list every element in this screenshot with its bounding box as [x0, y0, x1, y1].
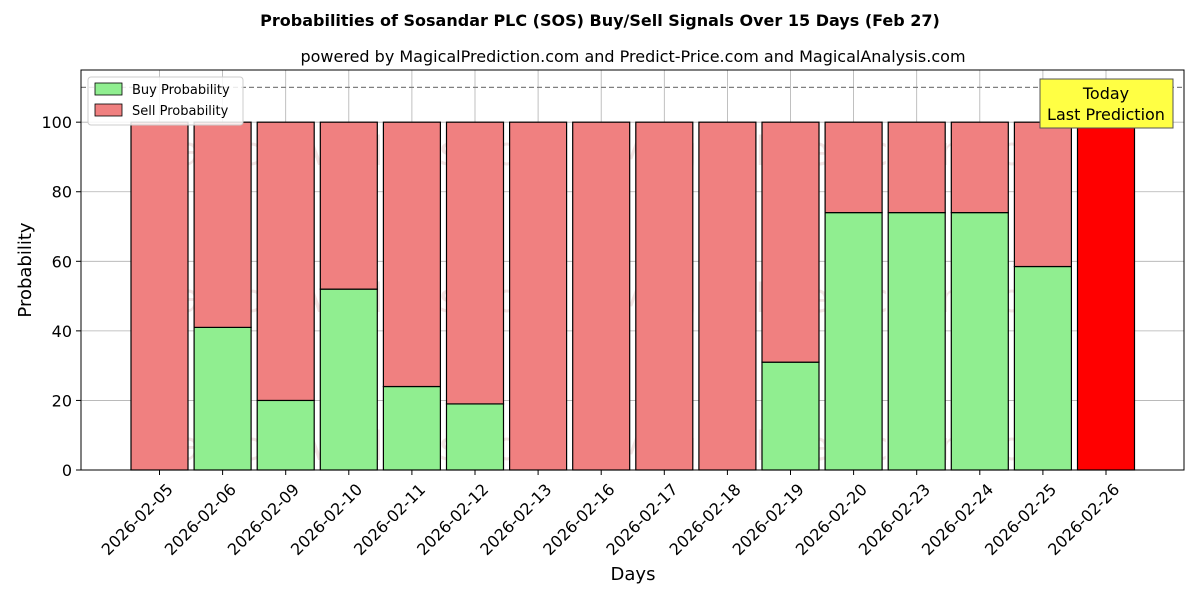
y-tick-label: 100	[41, 113, 72, 132]
bar-buy	[887, 212, 946, 471]
legend-label-sell: Sell Probability	[132, 104, 229, 119]
today-label: Today	[1082, 84, 1129, 103]
bar-buy	[319, 288, 378, 471]
today-box	[1039, 78, 1174, 129]
bar-sell	[193, 121, 252, 328]
plot-frame	[80, 69, 1185, 471]
bar-sell	[445, 121, 505, 405]
bar-buy	[256, 399, 315, 471]
bar-sell	[256, 121, 315, 402]
bar-buy	[950, 212, 1009, 471]
bar-sell-today	[1076, 121, 1136, 471]
bar-buy	[824, 212, 883, 471]
legend-swatch-buy	[94, 82, 123, 96]
legend-label-buy: Buy Probability	[132, 83, 230, 98]
bar-buy	[1013, 265, 1073, 471]
bar-layer	[130, 121, 1136, 471]
bar-sell	[887, 121, 946, 214]
bar-sell	[824, 121, 883, 214]
y-tick-label: 40	[52, 322, 72, 341]
bar-buy	[382, 385, 441, 471]
x-axis-label: Days	[611, 564, 656, 585]
bar-sell	[635, 121, 694, 471]
bar-sell	[761, 121, 820, 363]
bar-sell	[698, 121, 757, 471]
bar-sell	[319, 121, 378, 290]
chart-subtitle: powered by MagicalPrediction.com and Pre…	[300, 47, 965, 66]
bar-sell	[950, 121, 1009, 214]
today-annotation: Today Last Prediction	[1039, 78, 1174, 129]
last-prediction-label: Last Prediction	[1047, 105, 1165, 124]
y-tick-label: 0	[62, 461, 72, 480]
bar-buy	[193, 326, 252, 471]
bar-sell	[509, 121, 568, 471]
legend-box	[87, 76, 244, 126]
bar-buy	[445, 403, 505, 471]
legend-swatch-sell	[94, 103, 123, 117]
legend: Buy Probability Sell Probability	[87, 76, 244, 126]
bar-sell	[572, 121, 631, 471]
y-tick-label: 20	[52, 391, 72, 410]
x-tick-layer: 2026-02-052026-02-062026-02-092026-02-10…	[98, 470, 1123, 559]
bar-sell	[1013, 121, 1073, 268]
y-tick-label: 80	[52, 183, 72, 202]
y-axis-label: Probability	[15, 222, 36, 317]
y-tick-layer: 0 20 40 60 80 100	[41, 113, 81, 480]
bar-sell	[130, 121, 189, 471]
bar-sell	[382, 121, 441, 388]
chart-title: Probabilities of Sosandar PLC (SOS) Buy/…	[260, 11, 940, 30]
bar-buy	[761, 361, 820, 471]
y-tick-label: 60	[52, 252, 72, 271]
